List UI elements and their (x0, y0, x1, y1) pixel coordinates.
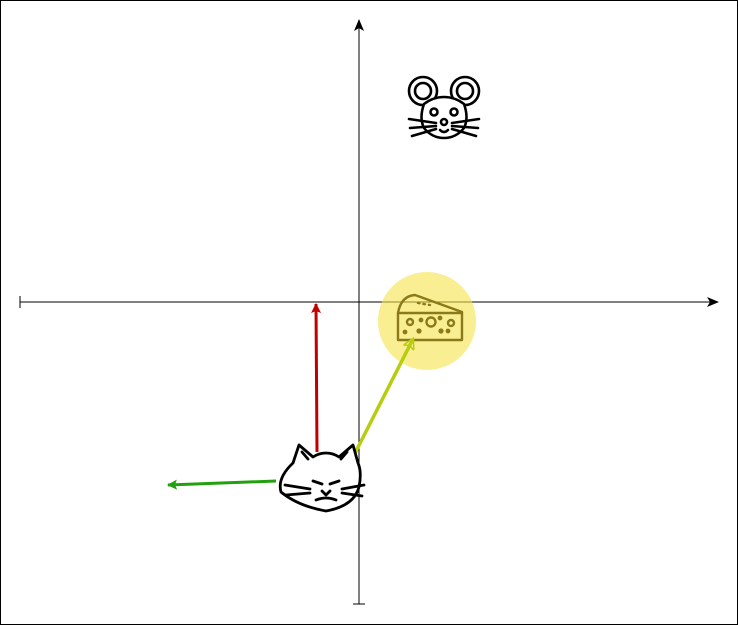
axes (19, 19, 719, 605)
red-arrow (311, 303, 322, 453)
cat-icon (278, 443, 366, 513)
mouse-icon (407, 75, 481, 140)
green-arrow (167, 479, 277, 490)
cheese-icon (396, 293, 464, 342)
yellowgreen-arrow (347, 339, 413, 466)
